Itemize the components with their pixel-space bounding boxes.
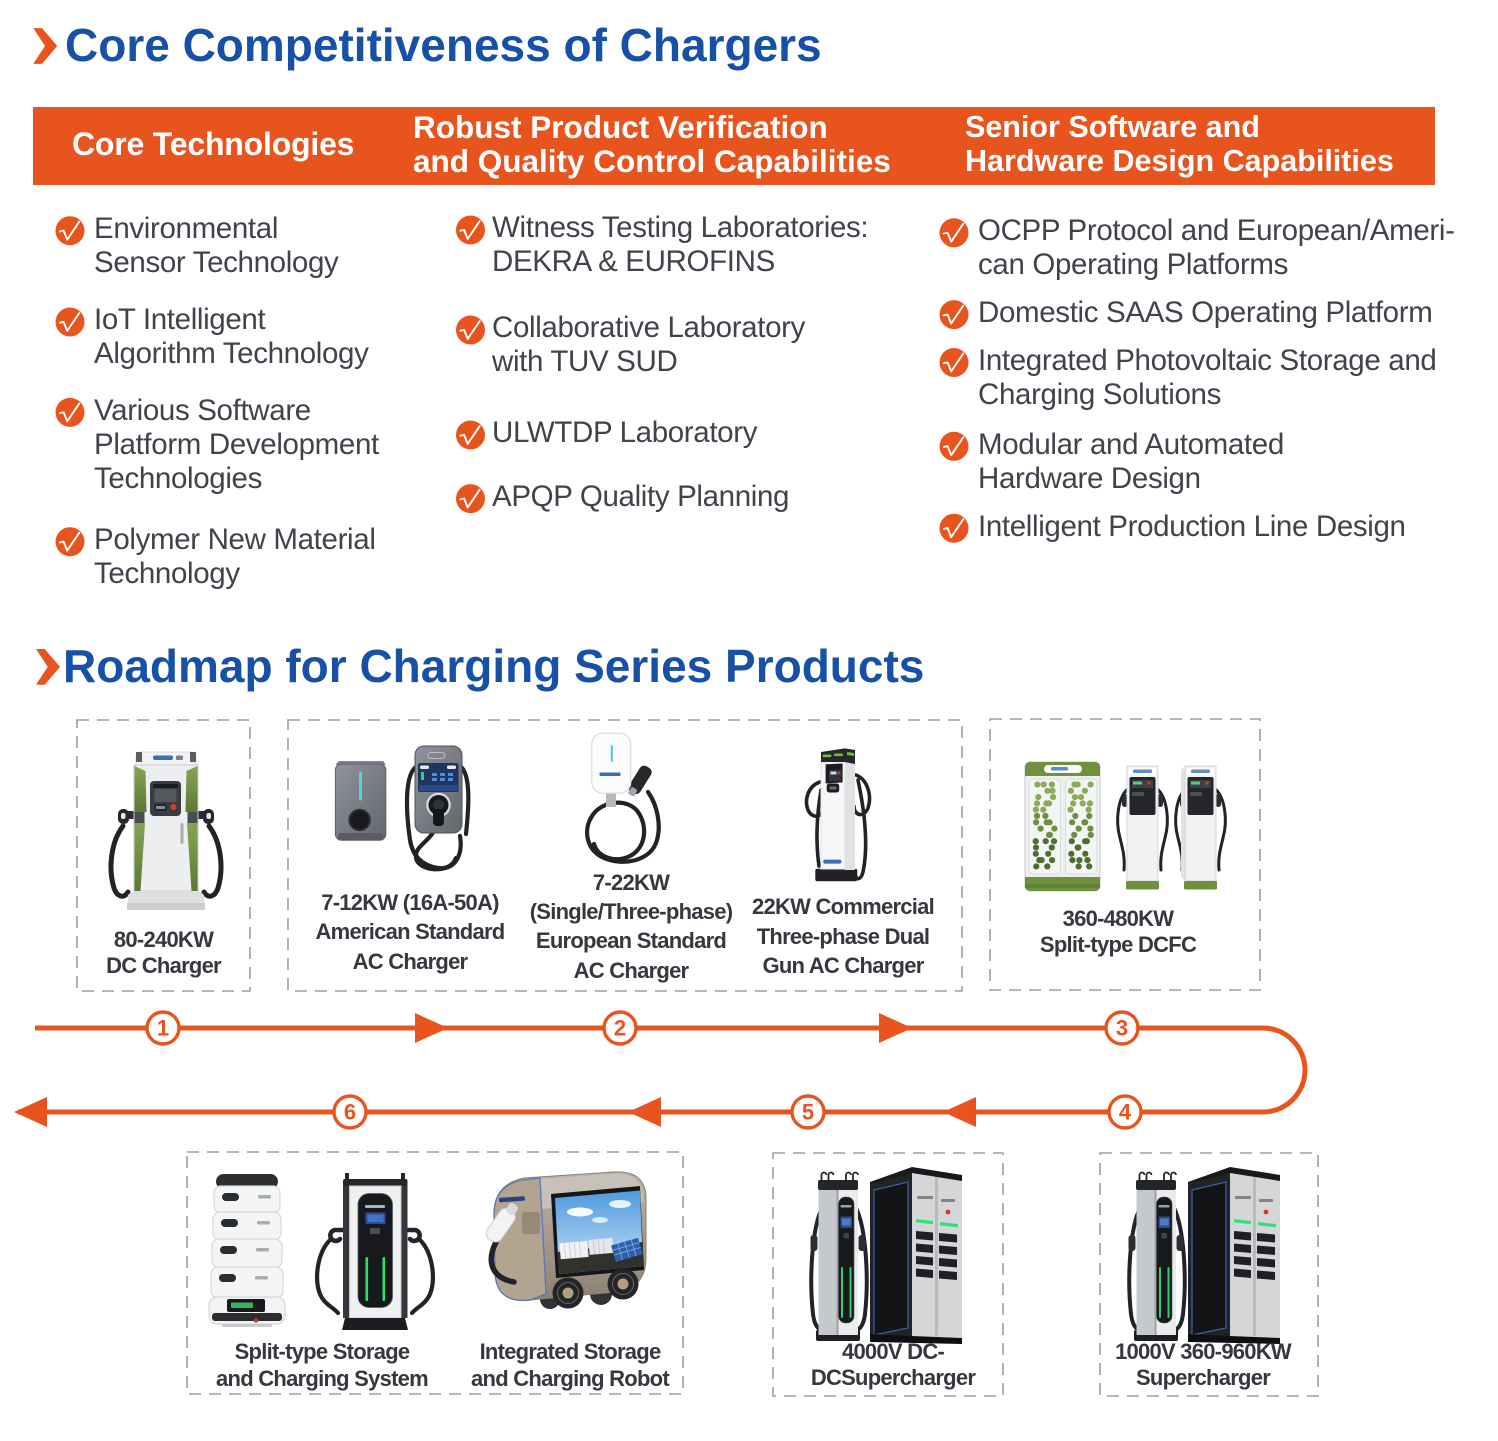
svg-text:4: 4 (1119, 1100, 1132, 1125)
svg-text:2: 2 (614, 1016, 626, 1041)
svg-text:6: 6 (344, 1100, 356, 1125)
svg-text:5: 5 (802, 1100, 814, 1125)
svg-text:1: 1 (157, 1016, 169, 1041)
svg-text:3: 3 (1116, 1016, 1128, 1041)
